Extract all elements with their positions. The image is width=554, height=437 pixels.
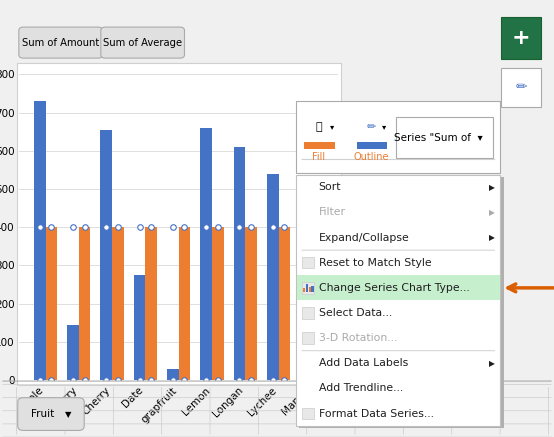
Text: Change Series Chart Type...: Change Series Chart Type... bbox=[319, 283, 469, 293]
Text: ▾: ▾ bbox=[330, 122, 334, 131]
Bar bbox=[145, 227, 157, 380]
Text: Fill: Fill bbox=[312, 153, 325, 162]
Bar bbox=[267, 173, 279, 380]
Bar bbox=[201, 128, 212, 380]
Text: Sum of Average: Sum of Average bbox=[103, 38, 182, 48]
Text: Expand/Collapse: Expand/Collapse bbox=[319, 232, 409, 243]
Bar bbox=[312, 227, 324, 380]
Bar bbox=[45, 227, 57, 380]
Bar bbox=[179, 227, 191, 380]
Bar bbox=[112, 227, 124, 380]
Bar bbox=[34, 101, 45, 380]
Bar bbox=[100, 130, 112, 380]
Text: ▶: ▶ bbox=[489, 208, 495, 217]
Text: ▶: ▶ bbox=[489, 233, 495, 242]
Bar bbox=[245, 227, 257, 380]
Text: Fruit: Fruit bbox=[31, 409, 54, 419]
Text: ✏: ✏ bbox=[516, 80, 527, 94]
Bar bbox=[134, 275, 145, 380]
Text: ✏: ✏ bbox=[367, 122, 376, 132]
Text: Series "Sum of  ▾: Series "Sum of ▾ bbox=[394, 133, 483, 142]
Bar bbox=[79, 227, 90, 380]
Text: ▶: ▶ bbox=[489, 359, 495, 368]
Bar bbox=[67, 325, 79, 380]
Bar bbox=[279, 227, 290, 380]
Bar bbox=[212, 227, 224, 380]
Text: +: + bbox=[512, 28, 531, 48]
Text: Sort: Sort bbox=[319, 182, 341, 192]
Bar bbox=[300, 315, 312, 380]
Text: Reset to Match Style: Reset to Match Style bbox=[319, 258, 431, 268]
Text: Add Trendline...: Add Trendline... bbox=[319, 383, 403, 393]
Text: ▼: ▼ bbox=[65, 409, 72, 419]
Bar bbox=[167, 369, 178, 380]
Text: Select Data...: Select Data... bbox=[319, 308, 392, 318]
Text: ▾: ▾ bbox=[382, 122, 387, 131]
Text: 🪣: 🪣 bbox=[315, 122, 322, 132]
Text: Outline: Outline bbox=[353, 153, 389, 162]
Text: Filter: Filter bbox=[319, 208, 346, 218]
Bar bbox=[234, 147, 245, 380]
Text: Add Data Labels: Add Data Labels bbox=[319, 358, 408, 368]
Text: 3-D Rotation...: 3-D Rotation... bbox=[319, 333, 397, 343]
Text: Format Data Series...: Format Data Series... bbox=[319, 409, 434, 419]
Text: ▶: ▶ bbox=[489, 183, 495, 192]
Text: Sum of Amount: Sum of Amount bbox=[22, 38, 99, 48]
